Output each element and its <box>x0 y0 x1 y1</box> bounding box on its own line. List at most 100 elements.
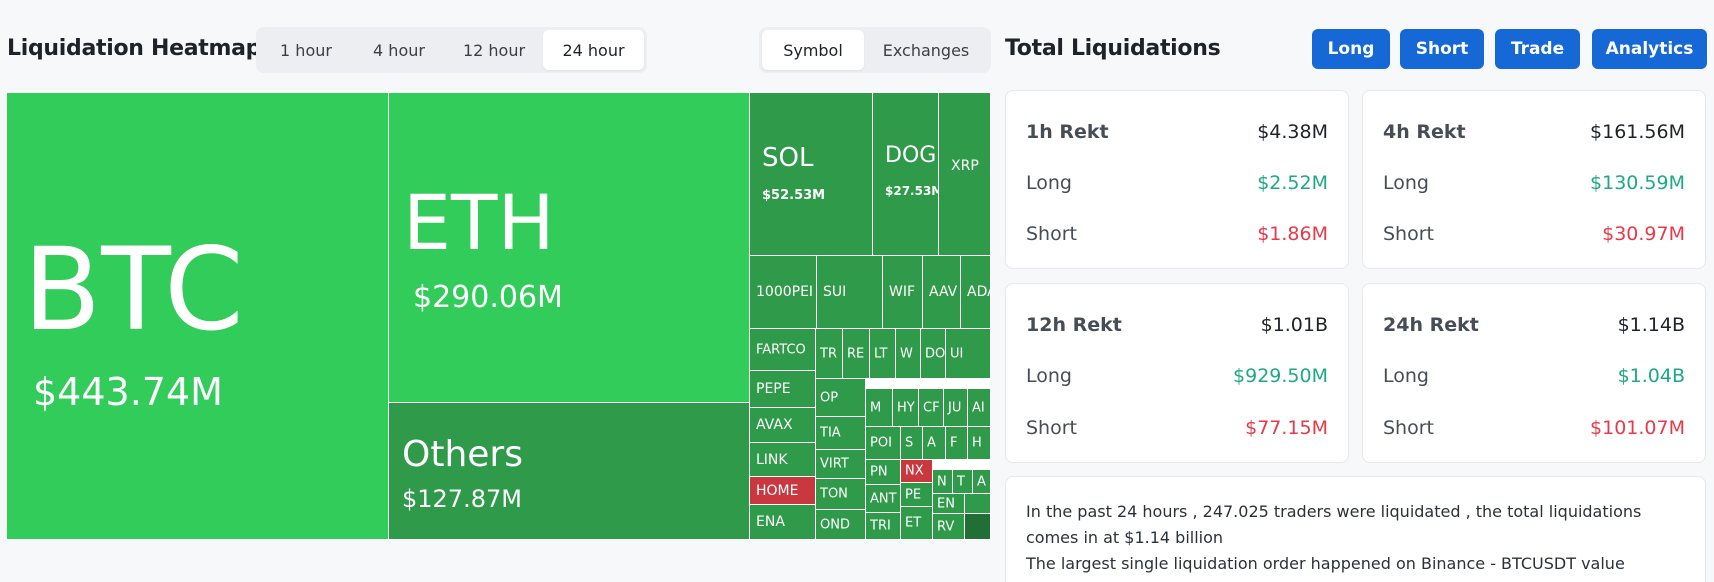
summary-line-2: The largest single liquidation order hap… <box>1026 554 1625 582</box>
tile-sol[interactable]: SOL $52.53M <box>750 93 873 256</box>
tile-op[interactable]: OP <box>816 379 866 417</box>
tile-cr[interactable]: CF <box>919 389 944 427</box>
tab-4-hour[interactable]: 4 hour <box>373 40 425 60</box>
tile-u[interactable]: UI <box>946 329 991 379</box>
tile-tre[interactable]: TRI <box>866 513 901 540</box>
tile-doge[interactable]: DOG $27.53M <box>873 93 939 256</box>
tab-symbol[interactable]: Symbol <box>762 30 864 70</box>
tile-pn[interactable]: PN <box>866 460 901 485</box>
tile-symbol: AVAX <box>756 417 793 433</box>
tile-eth[interactable]: ETH $290.06M <box>389 93 750 403</box>
tile-h[interactable]: H <box>968 427 991 460</box>
tile-home[interactable]: HOME <box>750 477 816 505</box>
tile-symbol: POI <box>870 435 892 451</box>
tab-12-hour[interactable]: 12 hour <box>462 40 526 60</box>
tile-f[interactable]: F <box>946 427 968 460</box>
long-value: $2.52M <box>1257 172 1328 194</box>
trade-button[interactable]: Trade <box>1495 29 1580 69</box>
tile-symbol: DOG <box>885 143 937 168</box>
tile-tia[interactable]: TIA <box>816 417 866 450</box>
tab-1-hour[interactable]: 1 hour <box>280 40 332 60</box>
tile-misc-1[interactable] <box>965 494 991 514</box>
tile-symbol: TRI <box>870 518 891 534</box>
summary-line-1: In the past 24 hours , 247.025 traders w… <box>1026 502 1642 547</box>
tile-et[interactable]: ET <box>901 507 933 540</box>
tile-m[interactable]: M <box>866 389 893 427</box>
tile-tr[interactable]: TR <box>816 329 843 379</box>
card-total: $1.14B <box>1617 314 1685 336</box>
tile-virt[interactable]: VIRT <box>816 450 866 479</box>
tile-aave[interactable]: AAV <box>923 256 961 329</box>
tile-wif[interactable]: WIF <box>883 256 923 329</box>
tile-sui[interactable]: SUI <box>817 256 883 329</box>
tab-exchanges[interactable]: Exchanges <box>882 40 970 60</box>
tile-ena[interactable]: ENA <box>750 505 816 540</box>
long-button[interactable]: Long <box>1312 29 1390 69</box>
tile-link[interactable]: LINK <box>750 443 816 477</box>
tile-symbol: WIF <box>889 284 916 300</box>
analytics-button[interactable]: Analytics <box>1592 29 1707 69</box>
tile-ai[interactable]: AI <box>968 389 991 427</box>
tile-symbol: TR <box>820 346 837 361</box>
tile-a-3[interactable]: A <box>973 470 991 494</box>
view-tabs: Symbol Exchanges <box>759 27 991 73</box>
tile-symbol: LINK <box>756 451 788 468</box>
card-4h-rekt: 4h Rekt $161.56M Long $130.59M Short $30.97… <box>1362 90 1706 269</box>
tile-n[interactable]: N <box>933 470 953 494</box>
tile-nx[interactable]: NX <box>901 460 933 483</box>
tile-symbol: RV <box>937 519 955 534</box>
tile-symbol: PE <box>905 487 922 502</box>
tile-symbol: ETH <box>403 178 555 267</box>
tab-24-hour[interactable]: 24 hour <box>543 30 644 70</box>
tile-do[interactable]: DO <box>921 329 946 379</box>
long-value: $130.59M <box>1590 172 1685 194</box>
tile-1000pepe[interactable]: 1000PEI <box>750 256 817 329</box>
tile-btc[interactable]: BTC $443.74M <box>7 93 389 540</box>
tile-pepe[interactable]: PEPE <box>750 371 816 408</box>
tile-symbol: RE <box>847 346 865 361</box>
short-value: $30.97M <box>1602 223 1685 245</box>
tile-symbol: H <box>972 435 982 451</box>
tile-symbol: CF <box>923 400 940 415</box>
tile-xrp[interactable]: XRP <box>939 93 991 256</box>
tile-symbol: BTC <box>23 223 244 356</box>
card-period: 4h Rekt <box>1383 121 1466 143</box>
tile-en[interactable]: EN <box>933 494 965 514</box>
tile-avax[interactable]: AVAX <box>750 408 816 443</box>
short-button[interactable]: Short <box>1400 29 1484 69</box>
tile-symbol: A <box>977 474 986 489</box>
tile-symbol: ANT <box>870 491 897 506</box>
tile-ton[interactable]: TON <box>816 479 866 510</box>
tile-rv[interactable]: RV <box>933 514 965 540</box>
tile-symbol: SUI <box>823 284 847 300</box>
short-label: Short <box>1026 223 1077 245</box>
tile-w[interactable]: W <box>896 329 921 379</box>
tile-symbol: HOME <box>756 482 799 499</box>
tile-ant[interactable]: ANT <box>866 485 901 513</box>
tile-ada[interactable]: ADA <box>961 256 991 329</box>
tile-re[interactable]: RE <box>843 329 870 379</box>
tile-s[interactable]: S <box>901 427 923 460</box>
tile-fartcoin[interactable]: FARTCO <box>750 329 816 371</box>
short-label: Short <box>1026 417 1077 439</box>
heatmap-title: Liquidation Heatmap <box>7 36 262 61</box>
tile-pol[interactable]: POI <box>866 427 901 460</box>
tile-misc-2[interactable] <box>965 514 991 540</box>
tile-symbol: JU <box>948 400 962 415</box>
tile-hy[interactable]: HY <box>893 389 919 427</box>
tile-others[interactable]: Others $127.87M <box>389 403 750 540</box>
long-label: Long <box>1383 365 1429 387</box>
tile-symbol: DO <box>925 346 946 361</box>
tile-t[interactable]: T <box>953 470 973 494</box>
tile-ond[interactable]: OND <box>816 510 866 540</box>
tile-a[interactable]: A <box>923 427 946 460</box>
tile-ju[interactable]: JU <box>944 389 968 427</box>
tile-lt[interactable]: LT <box>870 329 896 379</box>
tile-value: $127.87M <box>402 485 522 513</box>
tile-pe[interactable]: PE <box>901 483 933 507</box>
tile-value: $27.53M <box>885 184 939 198</box>
short-value: $1.86M <box>1257 223 1328 245</box>
tile-symbol: S <box>905 435 914 451</box>
tile-symbol: NX <box>905 463 924 479</box>
tile-symbol: OND <box>820 517 850 532</box>
